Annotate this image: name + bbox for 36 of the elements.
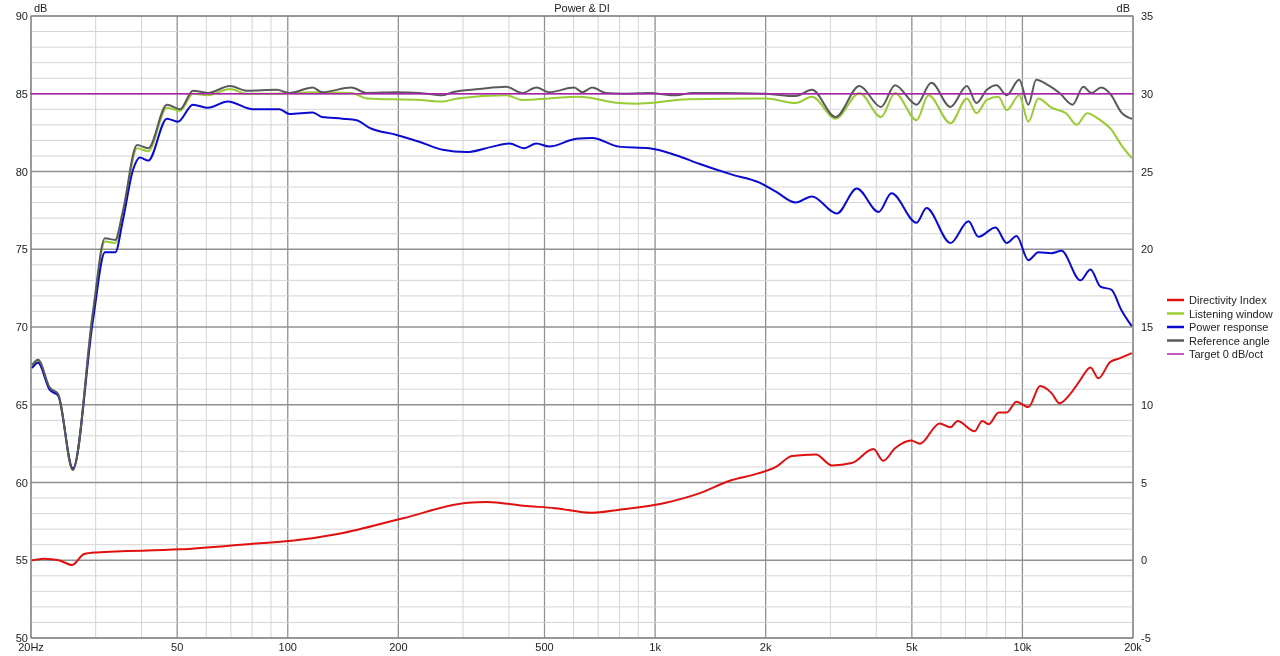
- y2-tick-label: 30: [1141, 87, 1154, 100]
- y2-tick-label: -5: [1141, 632, 1151, 644]
- y-tick-label: 85: [15, 87, 28, 100]
- y-tick-label: 60: [15, 476, 28, 489]
- y-tick-label: 75: [15, 243, 28, 256]
- y-tick-label: 80: [15, 165, 28, 178]
- x-tick-label: 50: [171, 641, 184, 653]
- y-axis-title: dB: [34, 2, 48, 14]
- y2-tick-label: 35: [1141, 10, 1154, 22]
- x-tick-label: 5k: [906, 641, 919, 653]
- legend-label: Power response: [1189, 321, 1269, 333]
- legend-label: Reference angle: [1189, 334, 1270, 347]
- x-tick-label: 500: [535, 641, 554, 653]
- y2-tick-label: 20: [1141, 243, 1154, 256]
- chart-title: Power & DI: [554, 2, 610, 14]
- y2-tick-label: 15: [1141, 321, 1154, 333]
- x-tick-label: 200: [389, 641, 408, 653]
- x-tick-label: 100: [278, 641, 297, 653]
- y-tick-label: 90: [15, 10, 28, 22]
- x-tick-label: 2k: [759, 641, 772, 653]
- legend-label: Directivity Index: [1189, 294, 1268, 306]
- y2-tick-label: 5: [1141, 476, 1148, 489]
- legend-label: Listening window: [1189, 307, 1273, 320]
- x-tick-label: 10k: [1013, 641, 1032, 653]
- y2-tick-label: 0: [1141, 554, 1148, 567]
- y2-tick-label: 10: [1141, 398, 1154, 411]
- y-tick-label: 55: [15, 554, 28, 567]
- x-tick-label: 1k: [649, 641, 662, 653]
- y2-axis-title: dB: [1116, 2, 1130, 14]
- x-tick-label: 20k: [1124, 641, 1143, 653]
- legend-label: Target 0 dB/oct: [1189, 348, 1263, 360]
- y-tick-label: 65: [15, 398, 28, 411]
- y-tick-label: 70: [15, 321, 28, 333]
- y-tick-label: 50: [15, 632, 28, 644]
- y2-tick-label: 25: [1141, 165, 1154, 178]
- x-tick-label: 20Hz: [18, 641, 44, 653]
